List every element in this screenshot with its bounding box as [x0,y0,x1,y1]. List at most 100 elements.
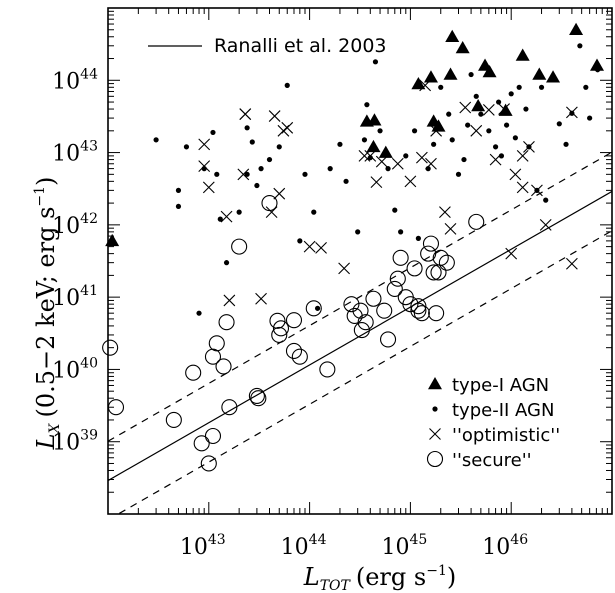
cross-point-stroke [565,257,578,270]
dot-point [223,260,230,266]
open-circle-point [200,455,217,472]
filled-triangle-point [445,29,460,43]
filled-triangle-point [532,67,547,80]
filled-triangle-point [455,40,470,54]
open-circle-point [305,300,322,317]
cross-point-stroke [516,181,529,194]
open-circle-point [271,326,288,343]
cross-point [516,149,529,162]
dot-point [512,135,518,141]
dot-point [276,144,282,150]
cross-point [338,262,351,275]
open-circle-point [420,245,437,262]
dot-point [468,71,474,78]
cross-point-stroke [237,168,250,181]
cross-point [531,184,543,197]
dot-point [153,137,159,143]
cross-point-stroke [370,176,383,189]
legend-marker-cross-stroke [429,428,441,440]
filled-triangle-point [569,22,584,36]
y-axis-title: LX(0.5−2 keV; erg s−1) [32,177,63,451]
open-circle-point [379,331,397,348]
dot-point [595,67,601,73]
dot-point [236,209,242,215]
open-circle-point [389,270,406,287]
dot-point [486,128,492,134]
legend-label: type-I AGN [452,375,549,396]
x-tick-label: 1044 [281,532,327,560]
dot-point [244,125,250,131]
plot-area [107,7,613,515]
dot-point [465,122,471,128]
open-circle-point [410,298,427,315]
cross-point-stroke [255,292,267,305]
dot-point [355,229,361,235]
dot-point [577,43,583,49]
marker-legend: type-I AGN type-II AGN ''optimistic'' ''sec… [426,375,560,471]
relation-line-ranalli [108,190,612,482]
cross-point [419,79,432,92]
legend-label: ''optimistic'' [452,425,560,446]
x-tick-label: 1045 [381,532,427,560]
legend-label: type-II AGN [452,400,554,421]
cross-point-stroke [281,121,294,134]
open-circle-point [231,238,248,255]
open-circle-point [221,399,238,416]
dot-point [455,171,462,177]
dot-point [183,144,190,150]
filled-triangle-point [431,119,446,132]
open-circle-point [291,348,308,365]
legend-marker-filled-triangle [428,377,442,390]
dot-point [503,122,510,128]
cross-point-stroke [425,157,437,170]
dot-point [327,166,333,172]
cross-point-stroke [315,242,327,254]
dot-point [258,166,264,172]
dot-point [523,106,529,112]
dot-point [266,156,273,163]
filled-triangle-point [366,139,381,153]
cross-point-stroke [358,149,371,162]
open-circle-point [413,305,430,322]
cross-point [482,103,495,116]
cross-point-stroke [498,103,510,115]
dot-point [302,171,308,177]
cross-point [223,294,236,307]
y-tick-label: 1041 [52,283,98,311]
dot-point [478,111,484,117]
dot-point [337,141,343,147]
cross-point-stroke [375,155,388,168]
open-circle-point [218,314,235,331]
y-tick-label: 1043 [52,139,98,167]
cross-point [277,124,290,137]
dot-point [492,144,499,150]
cross-point [303,240,316,253]
cross-point [498,103,510,115]
cross-point-stroke [509,168,522,181]
dot-point [196,310,202,316]
dot-point [311,209,317,215]
cross-point [444,222,457,235]
cross-point [198,160,211,172]
cross-point [470,124,483,137]
cross-point [565,257,578,270]
open-circle-point [285,312,303,329]
legend-label: ''secure'' [452,450,532,471]
cross-point-stroke [220,210,233,223]
dot-point [543,197,549,203]
cross-point-stroke [439,206,451,219]
dot-point [367,155,373,161]
x-tick-label: 1043 [180,532,226,560]
relation-legend: Ranalli et al. 2003 [148,35,387,57]
open-circle-point [102,339,119,356]
dot-point [314,305,321,311]
legend-marker-dot [432,406,438,412]
filled-triangle-point [423,70,438,83]
cross-point-stroke [404,175,417,188]
cross-point-stroke [391,157,404,170]
cross-point-stroke [444,222,457,235]
dot-point [563,141,569,147]
cross-point [430,124,443,137]
cross-point [425,157,437,170]
